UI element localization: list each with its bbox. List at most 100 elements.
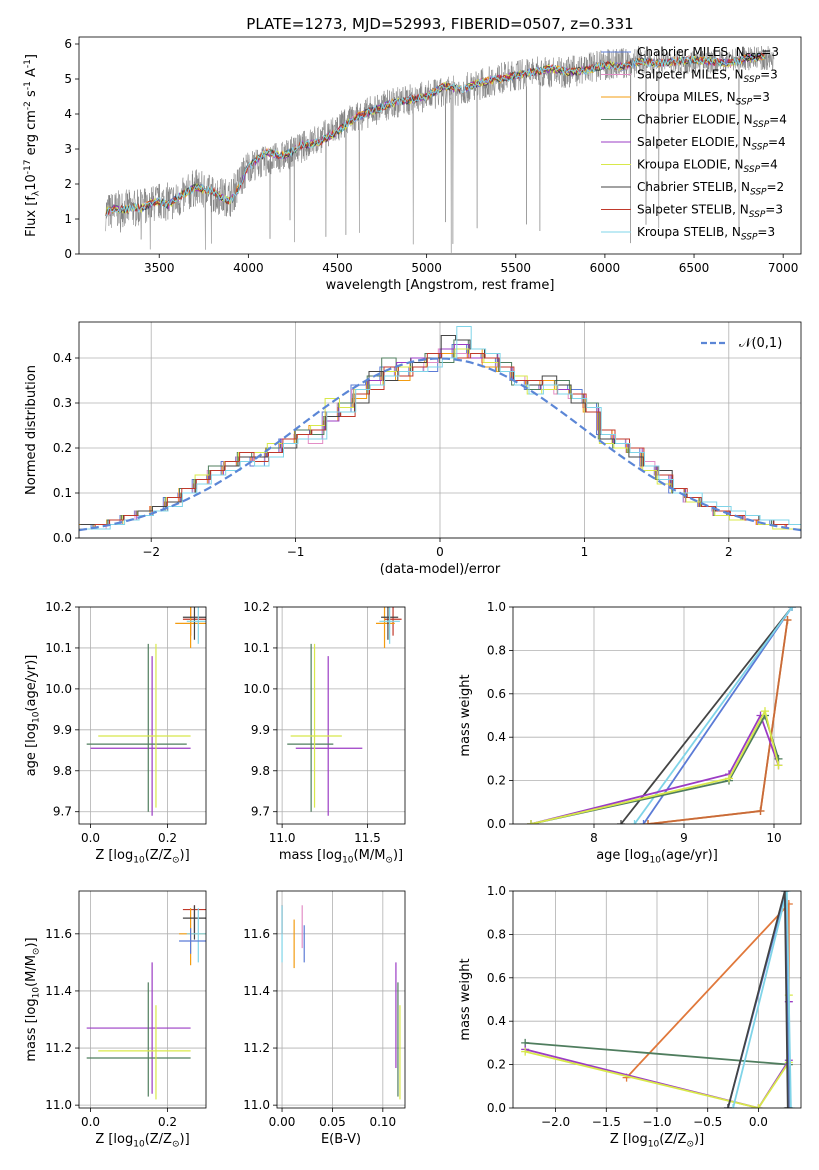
x-tick-label: 0.2 bbox=[158, 1115, 177, 1129]
y-tick-label: 3 bbox=[64, 142, 72, 156]
mass-weight-marker bbox=[527, 820, 535, 824]
x-tick-label: 1 bbox=[581, 545, 589, 559]
mass-weight-marker bbox=[788, 607, 796, 611]
x-axis-label: Z [log10​(Z/Z⊙​)] bbox=[610, 1132, 704, 1150]
y-tick-label: 0.0 bbox=[487, 817, 506, 831]
x-tick-label: 4500 bbox=[322, 261, 353, 275]
y-tick-label: 0.3 bbox=[53, 396, 72, 410]
plot-area bbox=[105, 45, 775, 253]
x-tick-label: 6500 bbox=[679, 261, 710, 275]
mass-weight-marker bbox=[783, 1104, 792, 1108]
mass-weight-marker bbox=[784, 1104, 793, 1108]
x-tick-label: 4000 bbox=[233, 261, 264, 275]
x-axis-label: (data-model)/error bbox=[380, 562, 501, 577]
y-tick-label: 0.4 bbox=[53, 351, 72, 365]
residual-histogram-panel: −2 −1 0 1 2 0.0 0.1 0.2 0.3 0.4 (data-model)/error… bbox=[24, 321, 802, 577]
x-axis-label: mass [log10​(M/M⊙​)] bbox=[279, 848, 403, 866]
x-axis-label: Z [log10​(Z/Z⊙​)] bbox=[95, 1132, 189, 1150]
y-tick-label: 9.8 bbox=[53, 764, 72, 778]
y-axis-label: Flux [fλ​10-17​ erg cm-2​ s-1​ A-1​] bbox=[23, 54, 42, 237]
y-tick-label: 11.4 bbox=[243, 984, 270, 998]
mass-weight-line bbox=[727, 891, 789, 1108]
y-tick-label: 0.8 bbox=[487, 643, 506, 657]
legend-label: 𝒩(0,1) bbox=[739, 336, 782, 351]
plot-area bbox=[86, 607, 206, 816]
y-tick-label: 0.1 bbox=[53, 486, 72, 500]
mass-weight-line bbox=[732, 891, 792, 1108]
plot-area bbox=[86, 905, 206, 1100]
y-tick-label: 9.9 bbox=[251, 723, 270, 737]
mass-weight-marker bbox=[723, 1104, 732, 1108]
mass-weight-marker bbox=[639, 820, 648, 824]
x-tick-label: 5500 bbox=[500, 261, 531, 275]
y-axis-label: mass weight bbox=[458, 674, 473, 756]
mass-weight-marker bbox=[756, 806, 765, 815]
y-axis-label: age [log10​(age/yr)] bbox=[24, 655, 42, 777]
y-tick-label: 6 bbox=[64, 37, 72, 51]
plot-area bbox=[521, 891, 795, 1108]
y-tick-label: 5 bbox=[64, 72, 72, 86]
x-tick-label: 9 bbox=[680, 831, 688, 845]
mass-weight-marker bbox=[782, 891, 791, 895]
x-tick-label: −0.5 bbox=[693, 1115, 722, 1129]
y-tick-label: 11.4 bbox=[45, 984, 72, 998]
x-tick-label: 0.05 bbox=[319, 1115, 346, 1129]
histogram-step-line bbox=[80, 335, 801, 525]
mass-weight-marker bbox=[786, 1104, 795, 1108]
y-axis-label: mass weight bbox=[458, 958, 473, 1040]
mass-weight-marker bbox=[774, 761, 783, 770]
y-tick-label: 9.8 bbox=[251, 764, 270, 778]
plot-area bbox=[281, 905, 401, 1100]
x-tick-label: 6000 bbox=[590, 261, 621, 275]
x-tick-label: 8 bbox=[590, 831, 598, 845]
y-tick-label: 1.0 bbox=[487, 884, 506, 898]
x-axis-label: E(B-V) bbox=[321, 1132, 361, 1147]
y-tick-label: 10.2 bbox=[243, 600, 270, 614]
y-axis-label: Normed distribution bbox=[24, 365, 39, 495]
x-tick-label: 0.00 bbox=[269, 1115, 296, 1129]
y-tick-label: 10.1 bbox=[243, 641, 270, 655]
y-tick-label: 11.6 bbox=[243, 927, 270, 941]
y-tick-label: 2 bbox=[64, 177, 72, 191]
mass-weight-line bbox=[530, 713, 780, 824]
axes-frame bbox=[78, 606, 207, 825]
normal-reference-curve bbox=[79, 357, 801, 532]
mass-weight-line bbox=[530, 708, 780, 824]
x-tick-label: 0.0 bbox=[81, 831, 100, 845]
x-tick-label: −1 bbox=[287, 545, 305, 559]
mass-weight-line bbox=[620, 607, 793, 824]
x-tick-label: −1.5 bbox=[592, 1115, 621, 1129]
y-tick-label: 0.8 bbox=[487, 927, 506, 941]
plot-area bbox=[79, 326, 801, 532]
plot-area bbox=[287, 607, 402, 816]
y-axis-label: mass [log10​(M/M⊙​)] bbox=[24, 937, 42, 1061]
x-tick-label: −2 bbox=[142, 545, 160, 559]
age-vs-metallicity-panel: 0.0 0.2 9.7 9.8 9.9 10.0 10.1 10.2 Z [log10​(Z/Z… bbox=[24, 600, 207, 866]
x-tick-label: 2 bbox=[725, 545, 733, 559]
x-tick-label: 0 bbox=[436, 545, 444, 559]
x-tick-label: 11.5 bbox=[354, 831, 381, 845]
mass-weight-marker bbox=[780, 891, 789, 895]
y-tick-label: 0 bbox=[64, 247, 72, 261]
legend-label: Salpeter MILES, NSSP​=3 bbox=[637, 68, 778, 85]
mass-vs-ebv-panel: 0.00 0.05 0.10 11.0 11.2 11.4 11.6 E(B-V) bbox=[243, 890, 406, 1147]
axes-frame bbox=[78, 321, 802, 539]
plot-area bbox=[527, 607, 796, 824]
spectrum-title: PLATE=1273, MJD=52993, FIBERID=0507, z=0… bbox=[246, 15, 633, 33]
histogram-step-line bbox=[79, 348, 801, 530]
y-tick-label: 0.0 bbox=[53, 531, 72, 545]
y-tick-label: 11.2 bbox=[243, 1041, 270, 1055]
y-tick-label: 10.2 bbox=[45, 600, 72, 614]
y-tick-label: 11.0 bbox=[45, 1098, 72, 1112]
mass-weight-marker bbox=[617, 820, 625, 824]
y-tick-label: 0.2 bbox=[53, 441, 72, 455]
x-tick-label: 11.0 bbox=[269, 831, 296, 845]
y-tick-label: 10.1 bbox=[45, 641, 72, 655]
mass-weight-vs-metallicity-panel: −2.0 −1.5 −1.0 −0.5 0.0 0.0 0.2 0.4 0.6 0.8 1.0 Z [… bbox=[458, 884, 802, 1150]
mass-weight-marker bbox=[644, 820, 652, 824]
y-tick-label: 0.2 bbox=[487, 774, 506, 788]
mass-weight-line bbox=[642, 607, 793, 824]
x-tick-label: 10 bbox=[766, 831, 781, 845]
mass-weight-vs-age-panel: 8 9 10 0.0 0.2 0.4 0.6 0.8 1.0 age [log10​(age/yr… bbox=[458, 600, 802, 866]
